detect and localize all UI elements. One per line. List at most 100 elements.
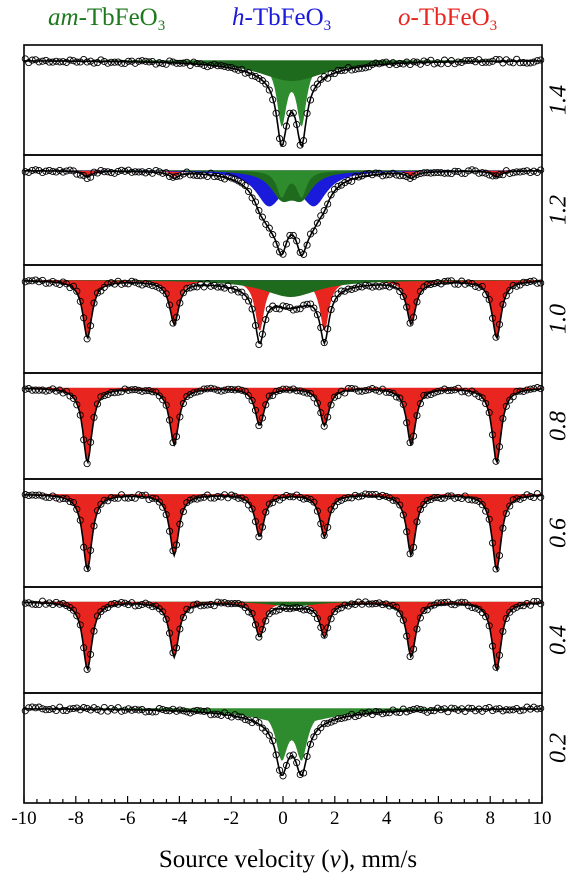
data-point [121, 706, 129, 714]
data-point [62, 167, 71, 175]
data-point [533, 384, 541, 392]
data-point [62, 707, 71, 715]
data-point [279, 302, 287, 310]
data-point [107, 600, 115, 608]
data-point [423, 497, 431, 505]
data-point [296, 141, 304, 149]
data-point [172, 432, 181, 441]
data-point [28, 703, 36, 711]
data-point [440, 599, 449, 607]
data-point [145, 707, 153, 715]
x-tick-label: -8 [68, 808, 84, 829]
data-point [320, 631, 328, 639]
spectrum-panel [21, 478, 545, 588]
data-point [358, 492, 366, 500]
data-point [368, 171, 376, 179]
data-point [193, 706, 201, 714]
data-point [28, 386, 36, 394]
panel-label: 0.8 [546, 411, 572, 441]
data-point [248, 397, 256, 405]
subspectrum-area-am-TbFeO3 [24, 708, 542, 724]
data-point [351, 173, 359, 181]
data-point [485, 409, 493, 417]
data-point [97, 56, 105, 64]
data-point [468, 56, 476, 64]
data-point [341, 494, 349, 502]
data-point [251, 198, 260, 206]
data-point [495, 171, 504, 179]
data-point [310, 498, 318, 506]
data-point [526, 59, 534, 67]
data-point [69, 704, 77, 713]
data-point [186, 606, 194, 614]
data-point [279, 139, 287, 147]
data-point [537, 704, 545, 712]
data-point [142, 169, 150, 177]
data-point [530, 58, 538, 66]
data-point [73, 704, 81, 712]
data-point [375, 493, 383, 501]
data-point [258, 414, 266, 422]
data-point [489, 172, 497, 180]
data-point [430, 169, 438, 177]
data-point [97, 393, 105, 401]
data-point [478, 501, 486, 509]
data-point [489, 642, 497, 650]
data-point [269, 231, 277, 239]
data-point [495, 551, 504, 560]
panel-label: 0.4 [546, 625, 572, 655]
data-point [385, 602, 394, 610]
data-point [262, 220, 270, 228]
subspectrum-area-o-TbFeO3 [24, 170, 542, 177]
data-point [93, 706, 102, 714]
data-point [124, 494, 132, 502]
data-point [162, 707, 170, 715]
data-point [464, 56, 473, 65]
data-point [437, 494, 445, 503]
data-point [258, 625, 266, 633]
data-point [492, 457, 500, 465]
data-point [155, 59, 163, 67]
data-point [138, 387, 146, 395]
data-point [224, 711, 232, 719]
data-point [427, 390, 435, 399]
data-point [348, 494, 356, 502]
data-point [423, 708, 431, 716]
data-point [56, 58, 64, 66]
data-point [104, 280, 112, 288]
data-point [166, 301, 174, 309]
data-point [97, 166, 105, 175]
data-point [327, 615, 335, 623]
data-point [330, 717, 339, 725]
data-point [489, 707, 497, 715]
data-point [269, 737, 277, 745]
data-point [485, 58, 493, 66]
data-point [437, 387, 445, 395]
data-point [403, 528, 411, 536]
x-tick-label: 6 [434, 808, 444, 829]
data-point [440, 385, 449, 393]
data-point [52, 168, 60, 176]
data-point [45, 58, 53, 66]
data-point [241, 496, 249, 504]
data-point [128, 386, 136, 394]
data-point [430, 389, 438, 397]
data-point [231, 65, 239, 73]
data-point [499, 414, 507, 423]
data-point [193, 60, 201, 68]
data-point [179, 170, 187, 178]
data-point [142, 599, 150, 607]
data-point [300, 606, 308, 614]
data-point [337, 67, 345, 75]
data-point [365, 169, 373, 178]
data-point [90, 522, 98, 530]
data-point [464, 389, 473, 397]
data-point [492, 172, 500, 180]
data-point [327, 191, 335, 199]
data-point [93, 289, 102, 297]
data-point [45, 166, 53, 174]
data-point [303, 109, 311, 117]
data-point [159, 503, 167, 511]
data-point [399, 400, 407, 408]
data-point [28, 491, 36, 499]
